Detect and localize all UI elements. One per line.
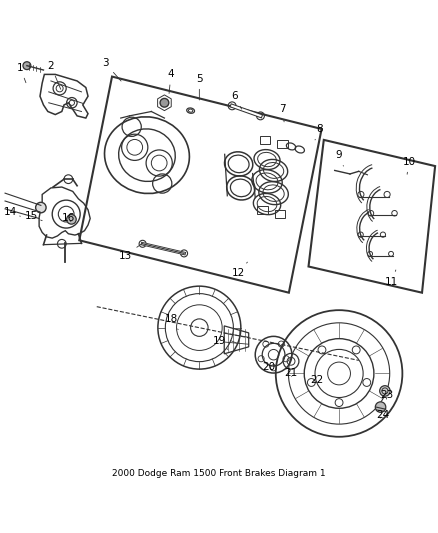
Bar bbox=[258, 206, 268, 214]
Bar bbox=[277, 140, 288, 148]
Text: 20: 20 bbox=[263, 362, 276, 372]
Text: 16: 16 bbox=[62, 214, 75, 223]
Text: 9: 9 bbox=[336, 150, 343, 166]
Text: 2: 2 bbox=[48, 61, 61, 90]
Text: 5: 5 bbox=[196, 74, 203, 100]
Circle shape bbox=[67, 215, 76, 224]
Bar bbox=[275, 210, 286, 218]
Text: 19: 19 bbox=[212, 336, 228, 350]
Text: 18: 18 bbox=[164, 314, 178, 330]
Text: 14: 14 bbox=[4, 207, 20, 217]
Text: 23: 23 bbox=[381, 390, 394, 400]
Text: 2000 Dodge Ram 1500 Front Brakes Diagram 1: 2000 Dodge Ram 1500 Front Brakes Diagram… bbox=[112, 470, 326, 479]
Text: 8: 8 bbox=[315, 124, 323, 140]
Text: 1: 1 bbox=[17, 63, 26, 83]
Text: 21: 21 bbox=[284, 368, 298, 378]
Text: 22: 22 bbox=[311, 375, 324, 385]
Circle shape bbox=[375, 402, 386, 413]
Text: 15: 15 bbox=[25, 211, 42, 221]
Text: 10: 10 bbox=[403, 157, 416, 174]
Text: 24: 24 bbox=[376, 410, 389, 420]
Text: 6: 6 bbox=[231, 91, 242, 109]
Circle shape bbox=[23, 62, 31, 70]
Text: 7: 7 bbox=[279, 104, 286, 122]
Bar bbox=[260, 136, 270, 144]
Text: 3: 3 bbox=[102, 59, 121, 81]
Text: 4: 4 bbox=[168, 69, 174, 93]
Text: 11: 11 bbox=[385, 270, 398, 287]
Circle shape bbox=[160, 99, 169, 107]
Text: 13: 13 bbox=[119, 243, 142, 261]
Text: 12: 12 bbox=[232, 262, 247, 278]
Circle shape bbox=[35, 203, 46, 213]
Circle shape bbox=[380, 386, 390, 396]
